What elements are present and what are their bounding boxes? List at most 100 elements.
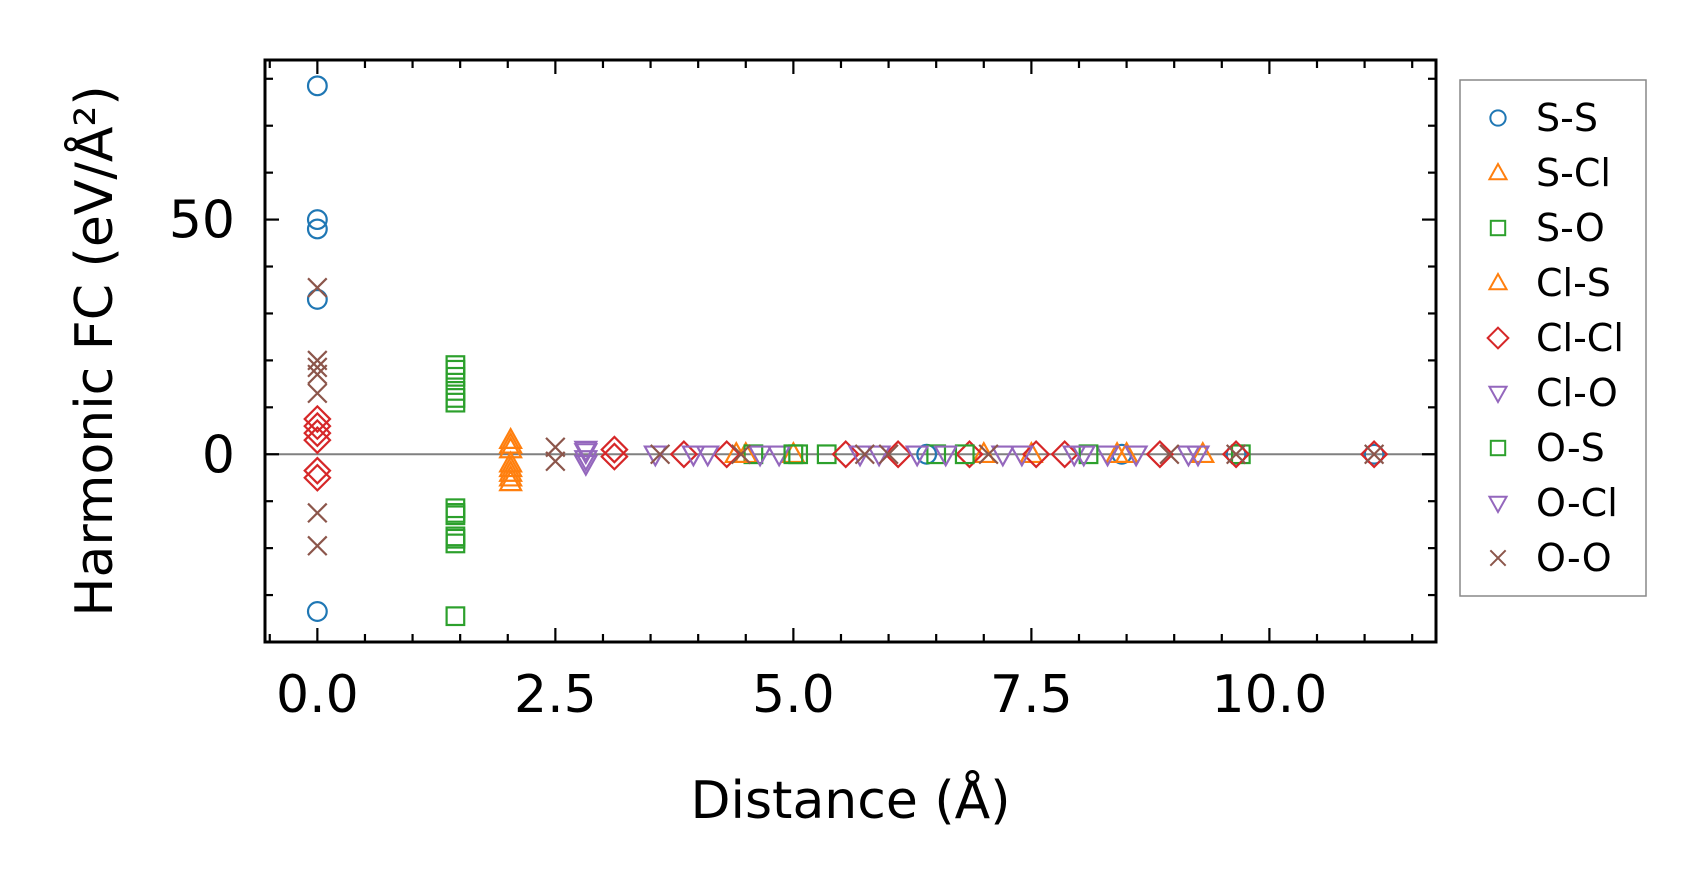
legend-marker [1486,326,1510,350]
data-point [712,440,741,469]
data-point [600,435,629,464]
legend-box [1459,79,1647,597]
data-point [816,444,837,465]
data-point [1363,444,1385,465]
data-point [1176,445,1201,468]
legend-label: S-S [1536,96,1598,140]
data-point [445,392,466,413]
legend-item: S-S [1489,96,1598,140]
data-point [498,464,523,487]
data-point [545,451,566,472]
data-point [1050,440,1079,469]
legend-label: S-O [1536,206,1605,250]
data-point [306,288,328,310]
data-point [498,426,523,449]
legend-item: O-O [1489,536,1612,580]
legend-items: S-S S-Cl S-O Cl-S Cl-Cl Cl-O O-S O-Cl O-O [1486,96,1624,580]
data-point [303,411,332,441]
data-point [1071,445,1097,468]
data-point [573,450,599,473]
data-point [307,535,328,556]
data-point [307,502,328,524]
x-axis-title: Distance (Å) [690,769,1010,831]
data-point [307,364,328,385]
x-tick-label: 7.5 [990,665,1073,725]
data-point [545,437,566,458]
series-cl-cl [303,404,1389,492]
data-point [303,425,332,455]
data-point [878,444,899,465]
data-point [307,350,328,371]
data-point [866,445,892,468]
data-point [303,418,332,448]
data-point [445,528,466,549]
data-point [498,455,523,478]
legend-marker [1487,495,1509,515]
data-point [1123,445,1149,468]
data-point [307,383,328,404]
data-point [303,463,332,492]
legend-label: O-S [1536,426,1605,470]
legend-label: S-Cl [1536,151,1611,195]
data-point [978,444,999,465]
legend-item: O-S [1489,426,1605,470]
y-tick-label: 0 [202,425,235,485]
data-point [1145,440,1175,469]
legend-item: Cl-S [1487,261,1611,305]
data-point [445,359,466,380]
legend-marker [1487,271,1509,291]
data-point [1363,443,1385,465]
legend-item: S-Cl [1487,151,1611,195]
data-points-layer [303,75,1389,627]
data-point [600,442,629,471]
data-point [498,450,523,473]
plot-frame [263,58,1438,644]
data-point [1359,440,1389,469]
data-point [1114,441,1139,464]
x-tick-label: 0.0 [276,665,359,725]
legend-marker [1489,109,1507,127]
data-point [573,443,599,466]
series-s-s [306,75,1385,622]
data-point [747,445,773,468]
x-tick-label: 2.5 [514,665,597,725]
data-point [669,440,699,469]
legend-label: Cl-Cl [1536,316,1624,360]
y-axis-title: Harmonic FC (eV/Å²) [63,85,125,616]
data-point [303,456,332,485]
data-point [1021,440,1051,469]
legend-item: S-O [1489,206,1605,250]
x-tick-label: 10.0 [1212,665,1328,725]
legend-marker [1489,219,1507,237]
data-point [445,380,466,401]
legend-item: O-Cl [1487,481,1618,525]
data-point [306,75,328,97]
data-point [307,277,328,298]
series-s-o [445,355,1251,627]
ticks-layer [265,60,1436,644]
data-point [1009,445,1035,468]
data-point [445,503,466,523]
legend-label: O-O [1536,536,1612,580]
legend-label: Cl-S [1536,261,1611,305]
data-point [854,444,875,465]
legend-marker [1487,385,1509,405]
data-point [445,355,466,375]
data-point [1225,444,1247,465]
data-point [573,454,599,477]
data-point [306,218,328,240]
tick-labels-layer: 0.0 2.5 5.0 7.5 10.0 0 50 [169,191,1327,725]
y-tick-label: 50 [169,191,235,251]
series-o-o [307,277,1385,556]
legend-label: O-Cl [1536,481,1618,525]
legend-item: Cl-O [1487,371,1618,415]
data-point [1159,444,1180,465]
data-point [1190,441,1216,464]
data-point [695,445,721,468]
legend: S-S S-Cl S-O Cl-S Cl-Cl Cl-O O-S O-Cl O-O [1459,79,1647,597]
data-point [1221,440,1251,469]
legend-marker [1489,549,1507,567]
data-point [303,404,332,434]
data-point [933,445,959,468]
